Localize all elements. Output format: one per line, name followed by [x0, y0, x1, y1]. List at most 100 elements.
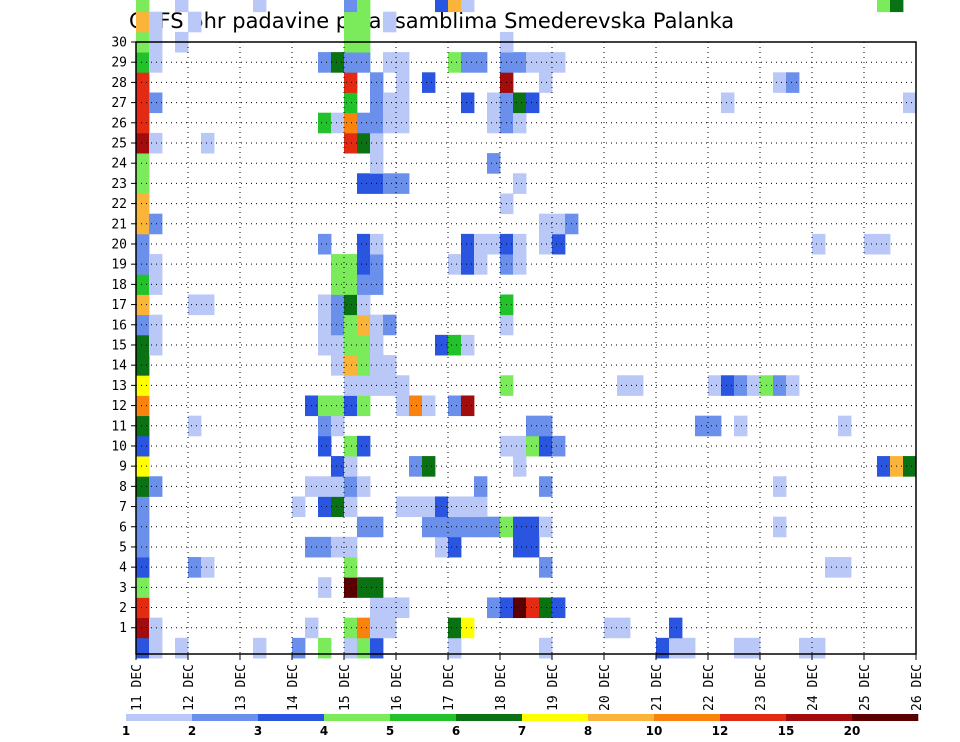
precip-cell [318, 435, 332, 457]
y-tick-label: 4 [119, 561, 127, 576]
precip-cell [344, 536, 358, 558]
precip-cell [461, 334, 475, 356]
precip-cell [461, 516, 475, 538]
x-tick-label: 19 DEC [546, 664, 561, 711]
y-tick-label: 6 [119, 520, 127, 535]
colorbar-label: 12 [712, 724, 729, 738]
precip-cell [318, 52, 332, 73]
precip-cell [539, 476, 553, 497]
precip-cell [201, 132, 215, 154]
colorbar-label: 8 [584, 724, 592, 738]
precip-cell [136, 496, 150, 518]
precip-cell [734, 415, 748, 437]
precip-cell [383, 314, 397, 336]
precip-cell [864, 233, 878, 255]
precip-cell [877, 0, 891, 13]
precip-cell [136, 415, 150, 437]
y-tick-label: 5 [119, 540, 127, 555]
precip-cell [409, 496, 423, 518]
precip-cell [318, 536, 332, 558]
y-tick-label: 30 [111, 36, 127, 51]
precip-cell [357, 233, 371, 255]
y-axis: 1234567891011121314151617181920212223242… [111, 36, 136, 636]
chart-title: GEFS 6hr padavine po ansamblima Smederev… [129, 9, 734, 33]
precip-cell [526, 597, 540, 619]
precip-cell [136, 536, 150, 558]
y-tick-label: 27 [111, 96, 127, 111]
precip-cell [539, 435, 553, 457]
precip-cell [422, 516, 436, 538]
colorbar-swatch [390, 714, 457, 721]
precip-cell [344, 112, 358, 134]
precip-cell [513, 52, 527, 73]
precip-cell [344, 0, 358, 13]
precip-cell [318, 112, 332, 134]
precip-cell [331, 536, 345, 558]
precip-cell [539, 213, 553, 235]
precip-cell [136, 294, 150, 316]
x-tick-label: 18 DEC [494, 664, 509, 711]
y-tick-label: 10 [111, 439, 127, 454]
x-axis: 11 DEC 12 DEC 13 DEC 14 DEC 15 DEC 16 DEC 17 D… [130, 654, 925, 711]
precip-cell [344, 456, 358, 477]
precip-cell [461, 617, 475, 639]
colorbar-swatch [192, 714, 259, 721]
precip-cell [487, 112, 501, 134]
colorbar-swatch [786, 714, 853, 721]
precip-cell [903, 456, 917, 477]
precip-cell [357, 476, 371, 497]
precip-cell [344, 314, 358, 336]
precip-cell [487, 516, 501, 538]
precip-cell [188, 11, 202, 33]
precip-cell [409, 456, 423, 477]
precip-cell [396, 92, 410, 114]
precip-cell [344, 476, 358, 497]
precip-cell [461, 52, 475, 73]
precip-cell [344, 274, 358, 295]
precip-cell [331, 274, 345, 295]
precip-cell [149, 254, 163, 275]
precip-cell [357, 355, 371, 376]
y-tick-label: 14 [111, 359, 127, 374]
precip-cell [448, 334, 462, 356]
precip-cell [357, 52, 371, 73]
precip-cell [734, 375, 748, 396]
precip-cell [344, 577, 358, 598]
precip-cell [552, 213, 566, 235]
precip-cell [344, 11, 358, 33]
precip-cell [812, 233, 826, 255]
precip-cell [604, 617, 618, 639]
precip-cell [331, 52, 345, 73]
precip-cell [539, 233, 553, 255]
precip-cell [175, 637, 189, 659]
precip-cell [877, 456, 891, 477]
precip-cell [188, 294, 202, 316]
precip-cell [331, 334, 345, 356]
precip-cell [357, 274, 371, 295]
y-tick-label: 28 [111, 76, 127, 91]
precip-cell [357, 334, 371, 356]
precip-cell [344, 617, 358, 639]
precip-cell [331, 476, 345, 497]
x-tick-label: 22 DEC [702, 664, 717, 711]
colorbar-label: 5 [386, 724, 394, 738]
precip-cell [344, 72, 358, 93]
precip-cell [526, 415, 540, 437]
precip-cell [448, 637, 462, 659]
precip-cell [448, 52, 462, 73]
precip-cell [201, 557, 215, 578]
precip-cell [448, 516, 462, 538]
precip-cell [799, 637, 813, 659]
precip-cell [331, 496, 345, 518]
y-tick-label: 11 [111, 419, 127, 434]
precip-cell [890, 0, 904, 13]
precip-cell [747, 637, 761, 659]
precip-cell [539, 557, 553, 578]
precip-cell [539, 516, 553, 538]
colorbar-label: 10 [646, 724, 663, 738]
precip-cell [344, 496, 358, 518]
precip-cell [773, 72, 787, 93]
precip-cell [396, 52, 410, 73]
precip-cell [682, 637, 696, 659]
precip-cell [357, 294, 371, 316]
